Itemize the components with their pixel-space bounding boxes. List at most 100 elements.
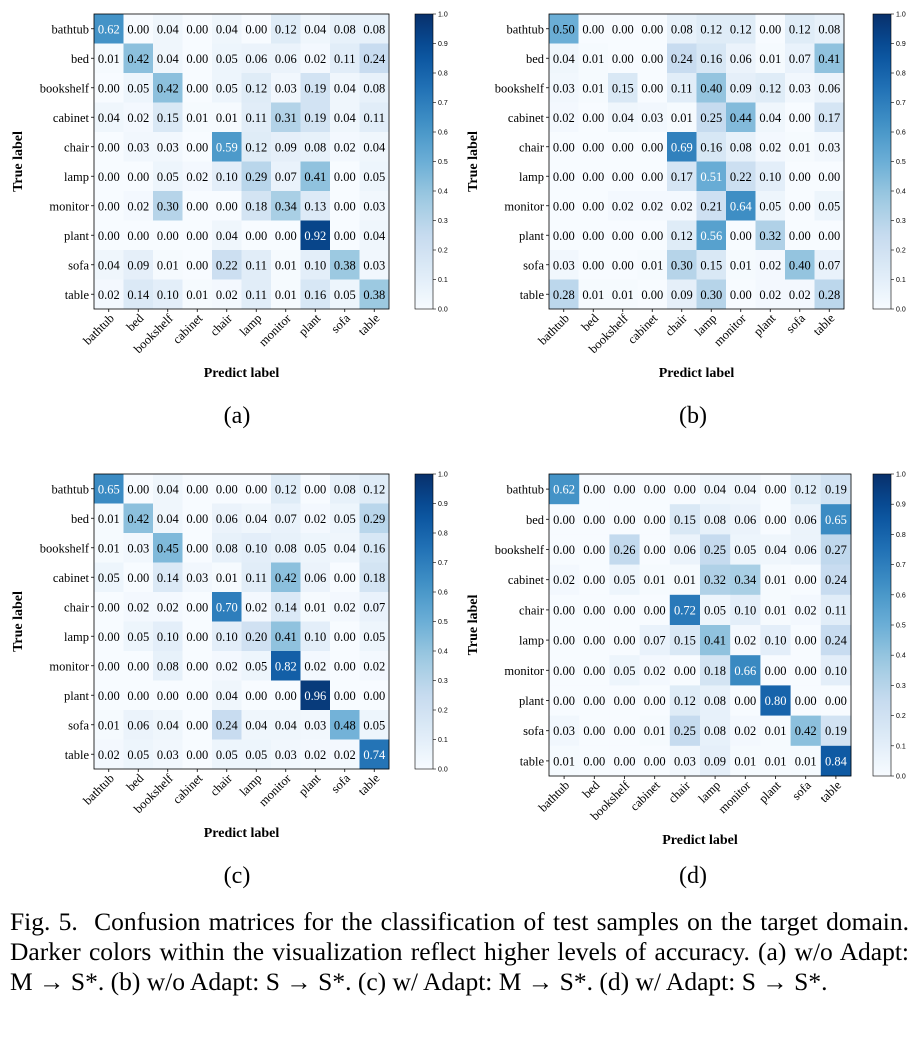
matrix-cell [549, 279, 579, 310]
cell-value-label: 0.00 [730, 288, 752, 302]
matrix-cell [241, 533, 272, 563]
cell-value-label: 0.15 [157, 111, 179, 125]
cell-value-label: 0.04 [245, 512, 268, 526]
cell-value-label: 0.12 [730, 22, 752, 36]
cell-value-label: 0.15 [674, 513, 696, 527]
matrix-cell [359, 503, 390, 534]
cell-value-label: 0.24 [825, 634, 848, 648]
cell-value-label: 0.00 [730, 229, 752, 243]
cell-value-label: 0.00 [553, 664, 575, 678]
cell-value-label: 0.01 [98, 541, 120, 555]
cell-value-label: 0.04 [765, 543, 788, 557]
cell-value-label: 0.02 [127, 600, 149, 614]
matrix-cell [330, 474, 360, 504]
cell-value-label: 0.42 [157, 81, 179, 95]
matrix-cell [790, 504, 822, 535]
y-tick-label: cabinet [53, 111, 90, 125]
matrix-cell [790, 594, 822, 626]
cell-value-label: 0.08 [363, 81, 385, 95]
y-tick-label: chair [64, 140, 90, 154]
y-tick-label: table [65, 748, 90, 762]
matrix-cell [300, 474, 331, 504]
matrix-cell [182, 102, 213, 133]
figure-svg: 0.62 0.00 0.04 0.00 0.04 0.00 0.12 0.04 0.08 0.08… [11, 12, 906, 890]
cell-value-label: 0.03 [674, 754, 696, 768]
cell-value-label: 0.14 [127, 288, 150, 302]
y-tick-label: cabinet [508, 573, 545, 587]
cell-value-label: 0.05 [245, 748, 267, 762]
cell-value-label: 0.24 [363, 52, 386, 66]
cell-value-label: 0.30 [157, 199, 179, 213]
matrix-cell [579, 625, 610, 656]
cell-value-label: 0.00 [644, 754, 666, 768]
matrix-cell [94, 14, 124, 44]
cell-value-label: 0.02 [553, 111, 575, 125]
matrix-cell [359, 132, 390, 162]
matrix-frame [93, 13, 390, 310]
x-tick-label: monitor [711, 311, 749, 349]
cell-value-label: 0.00 [789, 111, 811, 125]
cell-value-label: 0.00 [583, 483, 605, 497]
matrix-cell [755, 14, 786, 44]
matrix-cell [549, 191, 579, 221]
cell-value-label: 0.00 [186, 258, 208, 272]
cell-value-label: 0.06 [216, 512, 238, 526]
cell-value-label: 0.00 [582, 111, 604, 125]
x-tick-label: plant [751, 311, 779, 339]
cell-value-label: 0.00 [98, 170, 120, 184]
cell-value-label: 0.00 [641, 288, 663, 302]
y-tick-label: table [520, 288, 545, 302]
cell-value-label: 0.34 [734, 573, 757, 587]
cell-value-label: 0.00 [789, 229, 811, 243]
cell-value-label: 0.00 [553, 140, 575, 154]
matrix-cell [549, 73, 579, 103]
matrix-cell [359, 739, 390, 770]
cell-value-label: 0.06 [245, 52, 267, 66]
colorbar-tick-label: 0.3 [896, 218, 906, 225]
cell-value-label: 0.62 [553, 483, 575, 497]
matrix-cell [579, 745, 610, 777]
matrix-cell [123, 680, 154, 711]
matrix-cell [241, 710, 272, 740]
matrix-cell [212, 680, 242, 711]
x-tick-label: monitor [256, 771, 294, 809]
x-tick-label: bathtub [80, 311, 116, 347]
cell-value-label: 0.40 [789, 258, 811, 272]
cell-value-label: 0.05 [216, 81, 238, 95]
confusion-matrix-panel: 0.62 0.00 0.00 0.00 0.00 0.04 0.04 0.00 0.12 0.19… [466, 472, 906, 890]
cell-value-label: 0.01 [671, 111, 693, 125]
cell-value-label: 0.01 [582, 288, 604, 302]
matrix-cell [669, 534, 701, 565]
cell-value-label: 0.50 [553, 22, 575, 36]
colorbar-tick-label: 0.2 [896, 713, 906, 720]
cell-value-label: 0.11 [246, 258, 267, 272]
confusion-matrix-figure: 0.62 0.00 0.04 0.00 0.04 0.00 0.12 0.04 0.08 0.08… [11, 12, 906, 890]
matrix-cell [359, 14, 390, 44]
matrix-cell [785, 102, 815, 133]
matrix-cell [667, 73, 697, 103]
matrix-cell [700, 685, 731, 716]
x-tick-label: cabinet [625, 311, 661, 347]
matrix-cell [359, 43, 390, 74]
cell-value-label: 0.00 [795, 634, 817, 648]
cell-value-label: 0.05 [127, 748, 149, 762]
cell-value-label: 0.00 [734, 694, 756, 708]
matrix-cell [639, 534, 671, 565]
matrix-cell [153, 43, 183, 74]
matrix-cell [359, 533, 390, 563]
matrix-cell [94, 220, 124, 251]
cell-value-label: 0.00 [245, 689, 267, 703]
matrix-cell [667, 14, 697, 44]
cell-value-label: 0.45 [157, 541, 179, 555]
matrix-cell [667, 132, 697, 162]
cell-value-label: 0.16 [304, 288, 326, 302]
matrix-cell [153, 680, 183, 711]
matrix-cell [182, 279, 213, 310]
matrix-cell [241, 621, 272, 652]
matrix-cell [94, 474, 124, 504]
cell-value-label: 0.15 [674, 634, 696, 648]
matrix-cell [730, 474, 761, 505]
matrix-cell [153, 621, 183, 652]
y-tick-label: monitor [504, 664, 544, 678]
matrix-cell [182, 503, 213, 534]
